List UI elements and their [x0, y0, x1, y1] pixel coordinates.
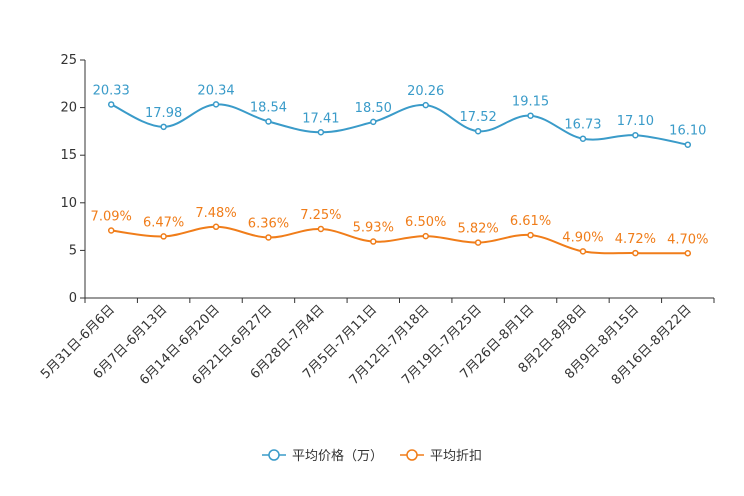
data-point — [579, 135, 587, 142]
data-label: 6.61% — [510, 214, 551, 229]
y-tick-label: 15 — [60, 148, 77, 163]
data-label: 20.33 — [93, 83, 130, 98]
data-point — [527, 231, 534, 239]
data-point — [265, 234, 272, 241]
data-label: 16.73 — [564, 118, 601, 133]
data-label: 20.26 — [407, 84, 444, 99]
data-label: 5.82% — [457, 222, 498, 237]
data-point — [107, 227, 115, 234]
data-label: 4.70% — [667, 232, 708, 247]
data-point — [579, 248, 587, 255]
data-point — [684, 141, 692, 148]
data-label: 17.41 — [302, 111, 339, 126]
y-tick-label: 10 — [60, 196, 77, 211]
data-point — [265, 118, 272, 125]
data-point — [212, 101, 220, 108]
data-label: 16.10 — [669, 124, 706, 139]
legend-item: 平均价格（万） — [262, 448, 383, 464]
data-point — [632, 131, 639, 139]
data-label: 6.47% — [143, 215, 184, 230]
data-point — [684, 250, 692, 257]
y-tick-label: 5 — [69, 243, 77, 258]
data-point — [527, 112, 534, 119]
data-label: 4.90% — [562, 230, 603, 245]
series-line — [110, 103, 688, 146]
data-label: 5.93% — [353, 221, 394, 236]
data-point — [160, 233, 167, 240]
data-label: 7.25% — [300, 208, 341, 223]
legend-marker — [268, 449, 280, 461]
y-tick-label: 25 — [60, 53, 77, 68]
data-point — [422, 232, 429, 240]
data-point — [212, 223, 220, 231]
data-point — [107, 101, 115, 108]
data-point — [474, 127, 482, 135]
data-point — [370, 118, 377, 126]
legend-marker — [406, 449, 418, 461]
data-point — [370, 238, 377, 245]
data-label: 19.15 — [512, 95, 549, 110]
legend: 平均价格（万） 平均折扣 — [262, 448, 482, 464]
data-point — [160, 123, 167, 131]
data-label: 20.34 — [197, 83, 234, 98]
series-layer: 20.33 17.98 20.34 18.54 17.41 18.50 20.26 17.52… — [91, 83, 708, 257]
data-label: 7.48% — [195, 206, 236, 221]
series-line — [111, 225, 688, 255]
series-1: 20.33 17.98 20.34 18.54 17.41 18.50 20.26 17.52… — [93, 83, 706, 148]
data-point — [317, 225, 325, 233]
legend-label: 平均折扣 — [430, 449, 482, 464]
data-label: 17.98 — [145, 106, 182, 121]
data-label: 7.09% — [91, 210, 132, 225]
data-label: 4.72% — [615, 232, 656, 247]
data-label: 17.10 — [617, 114, 654, 129]
data-label: 18.50 — [355, 101, 392, 116]
y-tick-label: 0 — [69, 291, 77, 306]
data-label: 6.50% — [405, 215, 446, 230]
series-2: 7.09% 6.47% 7.48% 6.36% 7.25% 5.93% 6.50% 5.82%… — [91, 206, 708, 257]
y-tick-label: 20 — [60, 101, 77, 116]
legend-label: 平均价格（万） — [292, 448, 383, 464]
data-point — [422, 101, 429, 109]
legend-item: 平均折扣 — [400, 449, 482, 464]
data-point — [317, 129, 325, 136]
data-label: 18.54 — [250, 100, 287, 115]
data-point — [474, 239, 482, 246]
data-label: 6.36% — [248, 216, 289, 231]
data-label: 17.52 — [460, 110, 497, 125]
data-point — [632, 249, 639, 257]
